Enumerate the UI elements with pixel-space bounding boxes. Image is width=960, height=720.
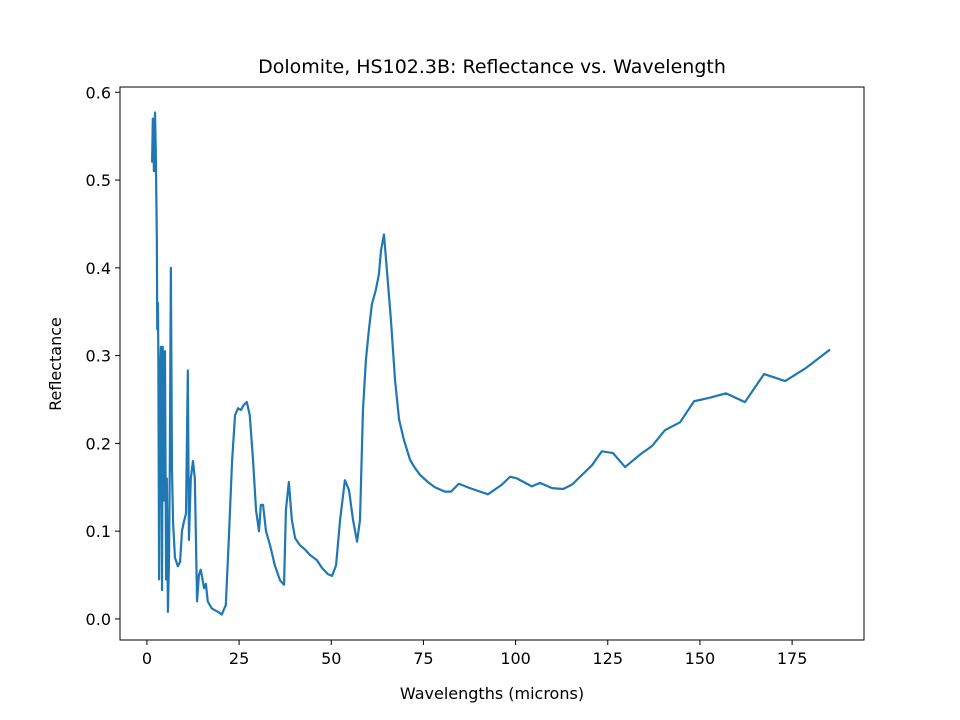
x-tick-label: 150 <box>685 649 716 668</box>
y-tick-label: 0.5 <box>86 171 111 190</box>
y-tick-label: 0.1 <box>86 522 111 541</box>
x-tick-label: 0 <box>142 649 152 668</box>
plot-frame <box>119 86 865 641</box>
x-axis-label: Wavelengths (microns) <box>400 684 584 703</box>
x-tick-label: 25 <box>229 649 249 668</box>
x-tick-label: 50 <box>321 649 341 668</box>
x-tick-label: 175 <box>777 649 808 668</box>
y-tick-label: 0.4 <box>86 259 111 278</box>
x-tick-label: 75 <box>413 649 433 668</box>
y-tick-label: 0.3 <box>86 347 111 366</box>
x-tick-label: 100 <box>500 649 531 668</box>
y-tick-label: 0.6 <box>86 83 111 102</box>
y-tick-label: 0.2 <box>86 434 111 453</box>
y-tick-label: 0.0 <box>86 610 111 629</box>
data-line <box>150 111 831 616</box>
x-tick-label: 125 <box>592 649 623 668</box>
y-axis-label: Reflectance <box>46 317 65 411</box>
chart-title: Dolomite, HS102.3B: Reflectance vs. Wave… <box>258 56 726 78</box>
